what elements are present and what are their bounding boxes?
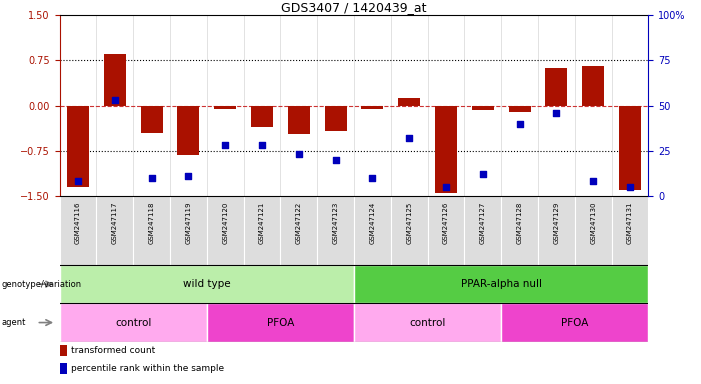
Text: GSM247120: GSM247120 [222, 201, 229, 244]
Bar [133, 196, 170, 265]
Bar [215, 106, 236, 109]
Text: GSM247121: GSM247121 [259, 201, 265, 244]
Text: GSM247128: GSM247128 [517, 201, 523, 244]
Bar [104, 55, 126, 106]
Bar [325, 106, 347, 131]
Bar [538, 196, 575, 265]
Bar [140, 106, 163, 133]
Bar [354, 265, 648, 303]
Bar [170, 196, 207, 265]
Bar [545, 68, 568, 106]
Point [330, 157, 341, 163]
Point [551, 110, 562, 116]
Bar [575, 196, 612, 265]
Bar [612, 196, 648, 265]
Bar [354, 196, 391, 265]
Point [257, 142, 268, 148]
Text: GSM247124: GSM247124 [369, 201, 376, 243]
Bar [391, 196, 428, 265]
Text: agent: agent [1, 318, 26, 327]
Bar [583, 66, 604, 106]
Text: control: control [409, 318, 446, 328]
Text: percentile rank within the sample: percentile rank within the sample [71, 364, 224, 373]
Bar [60, 303, 207, 342]
Bar [60, 265, 354, 303]
Point [477, 171, 489, 177]
Text: GSM247130: GSM247130 [590, 201, 597, 244]
Bar [207, 196, 244, 265]
Point [404, 135, 415, 141]
Text: GSM247125: GSM247125 [406, 201, 412, 243]
Text: GSM247127: GSM247127 [479, 201, 486, 244]
Point [587, 178, 599, 184]
Text: GSM247129: GSM247129 [553, 201, 559, 244]
Text: PFOA: PFOA [266, 318, 294, 328]
Bar [362, 106, 383, 109]
Point [293, 151, 304, 157]
Bar [244, 196, 280, 265]
Text: control: control [115, 318, 151, 328]
Bar [465, 196, 501, 265]
Text: GSM247116: GSM247116 [75, 201, 81, 244]
Point [367, 175, 378, 181]
Text: GSM247122: GSM247122 [296, 201, 302, 243]
Title: GDS3407 / 1420439_at: GDS3407 / 1420439_at [281, 1, 427, 14]
Text: GSM247118: GSM247118 [149, 201, 155, 244]
Bar [60, 345, 67, 356]
Bar [251, 106, 273, 127]
Point [625, 184, 636, 190]
Text: GSM247123: GSM247123 [332, 201, 339, 244]
Bar [501, 303, 648, 342]
Point [146, 175, 157, 181]
Point [72, 178, 83, 184]
Bar [60, 196, 96, 265]
Bar [428, 196, 465, 265]
Text: wild type: wild type [183, 279, 231, 289]
Point [440, 184, 451, 190]
Text: PFOA: PFOA [561, 318, 589, 328]
Text: transformed count: transformed count [71, 346, 155, 355]
Bar [67, 106, 89, 187]
Point [219, 142, 231, 148]
Text: GSM247126: GSM247126 [443, 201, 449, 244]
Point [514, 121, 525, 127]
Point [183, 173, 194, 179]
Bar [317, 196, 354, 265]
Bar [619, 106, 641, 190]
Text: GSM247131: GSM247131 [627, 201, 633, 244]
Text: PPAR-alpha null: PPAR-alpha null [461, 279, 542, 289]
Text: genotype/variation: genotype/variation [1, 280, 81, 289]
Bar [435, 106, 457, 193]
Bar [472, 106, 494, 110]
Bar [398, 98, 420, 106]
Bar [288, 106, 310, 134]
Bar [501, 196, 538, 265]
Bar [354, 303, 501, 342]
Bar [97, 196, 133, 265]
Point [109, 97, 121, 103]
Text: GSM247119: GSM247119 [185, 201, 191, 244]
Bar [509, 106, 531, 112]
Bar [280, 196, 318, 265]
Bar [177, 106, 200, 155]
Bar [60, 363, 67, 374]
Text: GSM247117: GSM247117 [111, 201, 118, 244]
Bar [207, 303, 354, 342]
